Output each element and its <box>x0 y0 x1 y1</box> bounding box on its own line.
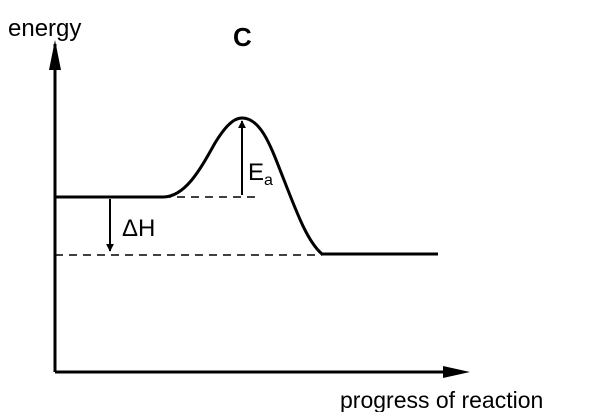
activation-energy-symbol: E <box>248 159 264 186</box>
y-axis-label: energy <box>8 15 81 42</box>
enthalpy-change-label: ΔH <box>122 215 155 242</box>
activation-energy-subscript: a <box>264 172 273 189</box>
activation-energy-label: Ea <box>248 159 273 189</box>
y-axis-arrowhead <box>49 40 61 70</box>
x-axis-arrowhead <box>443 366 470 378</box>
panel-label: C <box>233 22 252 52</box>
energy-curve <box>55 116 438 256</box>
x-axis-label: progress of reaction <box>340 387 543 412</box>
